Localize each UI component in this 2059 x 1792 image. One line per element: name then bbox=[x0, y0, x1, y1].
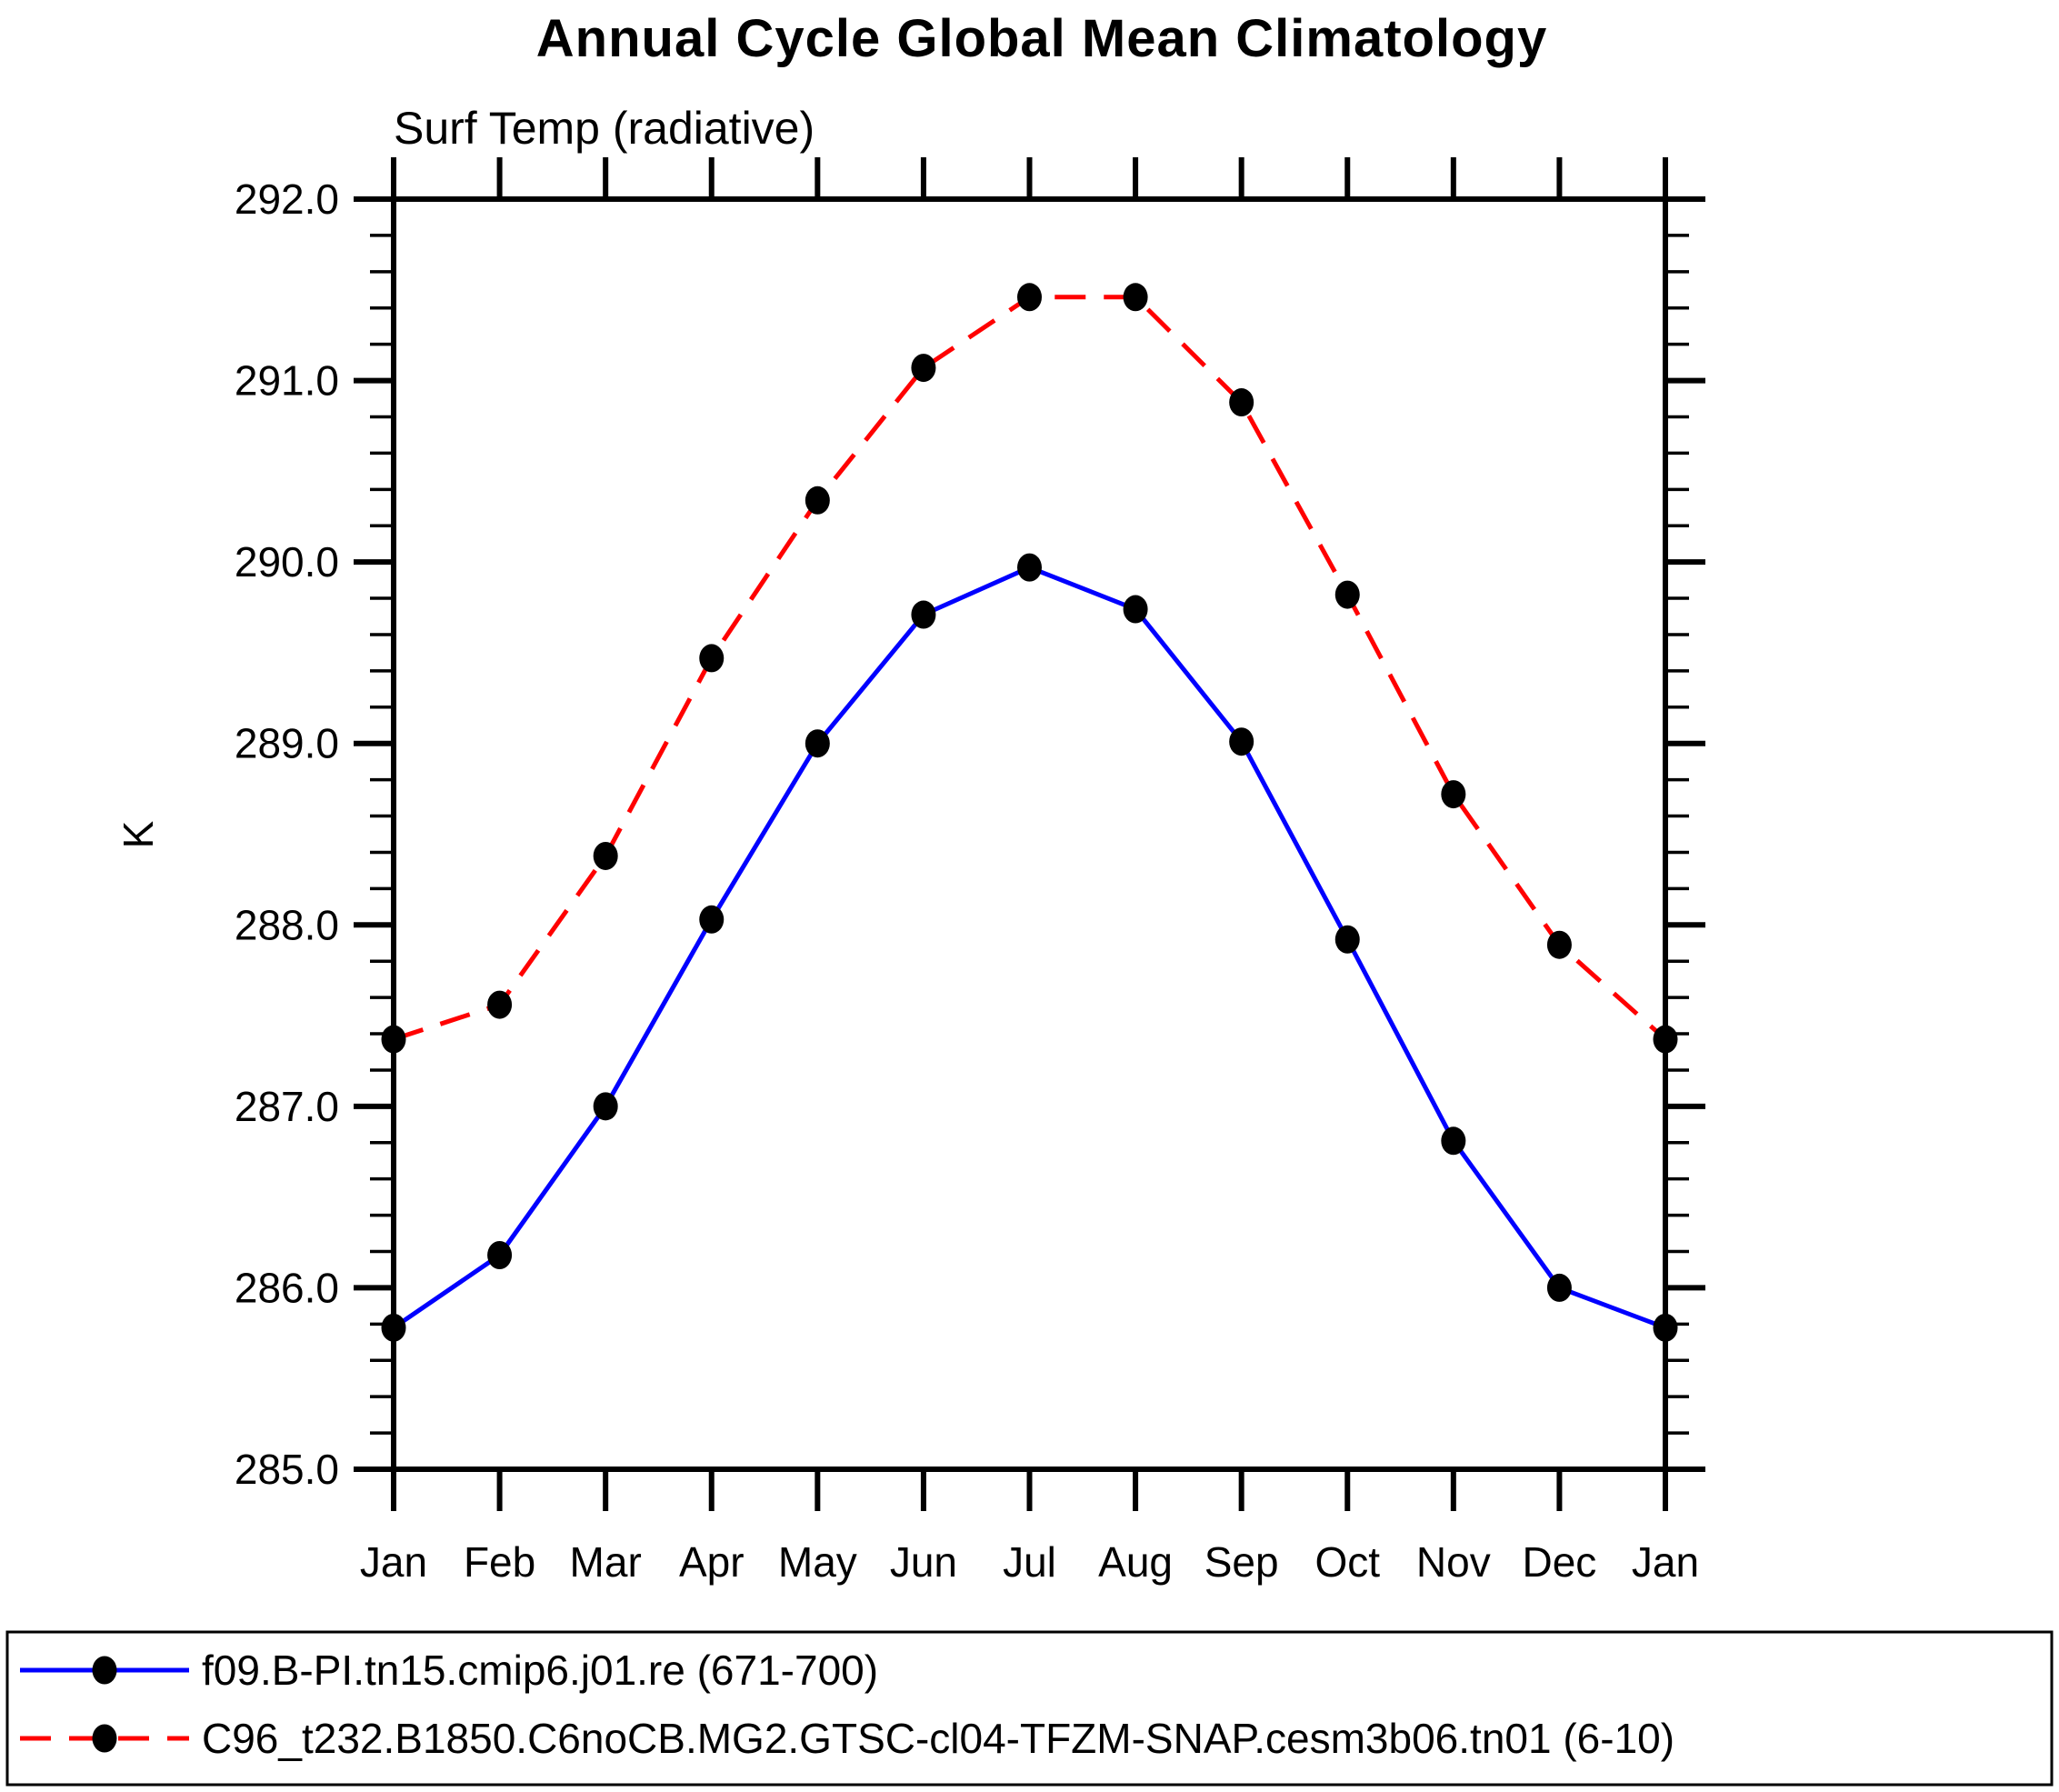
data-point-marker bbox=[699, 905, 725, 934]
plot-border bbox=[391, 196, 1668, 1472]
axis-ticks bbox=[354, 157, 1705, 1511]
data-point-marker bbox=[593, 1092, 618, 1121]
chart-subtitle: Surf Temp (radiative) bbox=[394, 103, 815, 154]
data-point-marker bbox=[487, 1241, 513, 1270]
data-point-marker bbox=[911, 354, 936, 383]
legend-label: f09.B-PI.tn15.cmip6.j01.re (671-700) bbox=[202, 1647, 878, 1694]
data-point-marker bbox=[1546, 1273, 1572, 1302]
y-tick-label: 292.0 bbox=[235, 175, 339, 223]
legend-label: C96_t232.B1850.C6noCB.MG2.GTSC-cl04-TFZM… bbox=[202, 1715, 1674, 1762]
x-tick-label: Jan bbox=[1632, 1538, 1699, 1586]
x-tick-label: Sep bbox=[1204, 1538, 1279, 1586]
y-tick-label: 291.0 bbox=[235, 357, 339, 405]
x-tick-label: Mar bbox=[570, 1538, 642, 1586]
data-point-marker bbox=[1546, 930, 1572, 959]
data-point-marker bbox=[487, 990, 513, 1019]
data-point-marker bbox=[1653, 1313, 1678, 1342]
x-tick-label: Jul bbox=[1003, 1538, 1056, 1586]
data-point-marker bbox=[593, 841, 618, 870]
legend-marker bbox=[92, 1656, 117, 1685]
x-tick-label: Jan bbox=[360, 1538, 427, 1586]
y-tick-label: 287.0 bbox=[235, 1083, 339, 1130]
x-tick-label: Jun bbox=[890, 1538, 957, 1586]
data-point-marker bbox=[805, 729, 830, 758]
data-point-marker bbox=[805, 486, 830, 515]
data-point-marker bbox=[1229, 388, 1254, 417]
data-point-marker bbox=[1441, 780, 1466, 809]
data-point-marker bbox=[381, 1025, 406, 1054]
data-point-marker bbox=[1017, 283, 1042, 312]
data-point-marker bbox=[381, 1313, 406, 1342]
plot-frame bbox=[391, 196, 1668, 1472]
series-lines bbox=[392, 295, 1667, 1330]
series-line-1 bbox=[392, 565, 1666, 1330]
x-tick-label: Oct bbox=[1314, 1538, 1380, 1586]
data-point-marker bbox=[1653, 1025, 1678, 1054]
x-tick-label: Feb bbox=[464, 1538, 535, 1586]
data-point-marker bbox=[911, 600, 936, 629]
chart-title: Annual Cycle Global Mean Climatology bbox=[536, 9, 1547, 68]
data-point-marker bbox=[1229, 727, 1254, 756]
x-tick-label: Nov bbox=[1416, 1538, 1491, 1586]
y-tick-label: 290.0 bbox=[235, 538, 339, 586]
x-tick-label: Dec bbox=[1523, 1538, 1597, 1586]
data-point-marker bbox=[699, 644, 725, 673]
legend-marker bbox=[92, 1724, 117, 1753]
y-tick-label: 286.0 bbox=[235, 1264, 339, 1311]
data-point-marker bbox=[1123, 283, 1148, 312]
series-markers bbox=[381, 283, 1678, 1342]
data-point-marker bbox=[1017, 553, 1042, 582]
x-tick-label: Aug bbox=[1098, 1538, 1173, 1586]
x-tick-label: May bbox=[778, 1538, 857, 1586]
y-tick-label: 288.0 bbox=[235, 901, 339, 948]
data-point-marker bbox=[1123, 595, 1148, 624]
y-tick-label: 289.0 bbox=[235, 720, 339, 767]
y-axis-label: K bbox=[115, 820, 162, 848]
data-point-marker bbox=[1441, 1126, 1466, 1156]
data-point-marker bbox=[1334, 925, 1360, 954]
data-point-marker bbox=[1334, 580, 1360, 609]
legend-box: f09.B-PI.tn15.cmip6.j01.re (671-700) C96_… bbox=[5, 1630, 2054, 1787]
legend-border bbox=[5, 1630, 2054, 1787]
axis-tick-labels: 285.0 286.0 287.0 288.0 289.0 290.0 291.0 292.0… bbox=[235, 175, 1699, 1586]
y-tick-label: 285.0 bbox=[235, 1446, 339, 1493]
series-line-2 bbox=[393, 295, 1667, 1042]
x-tick-label: Apr bbox=[679, 1538, 745, 1586]
